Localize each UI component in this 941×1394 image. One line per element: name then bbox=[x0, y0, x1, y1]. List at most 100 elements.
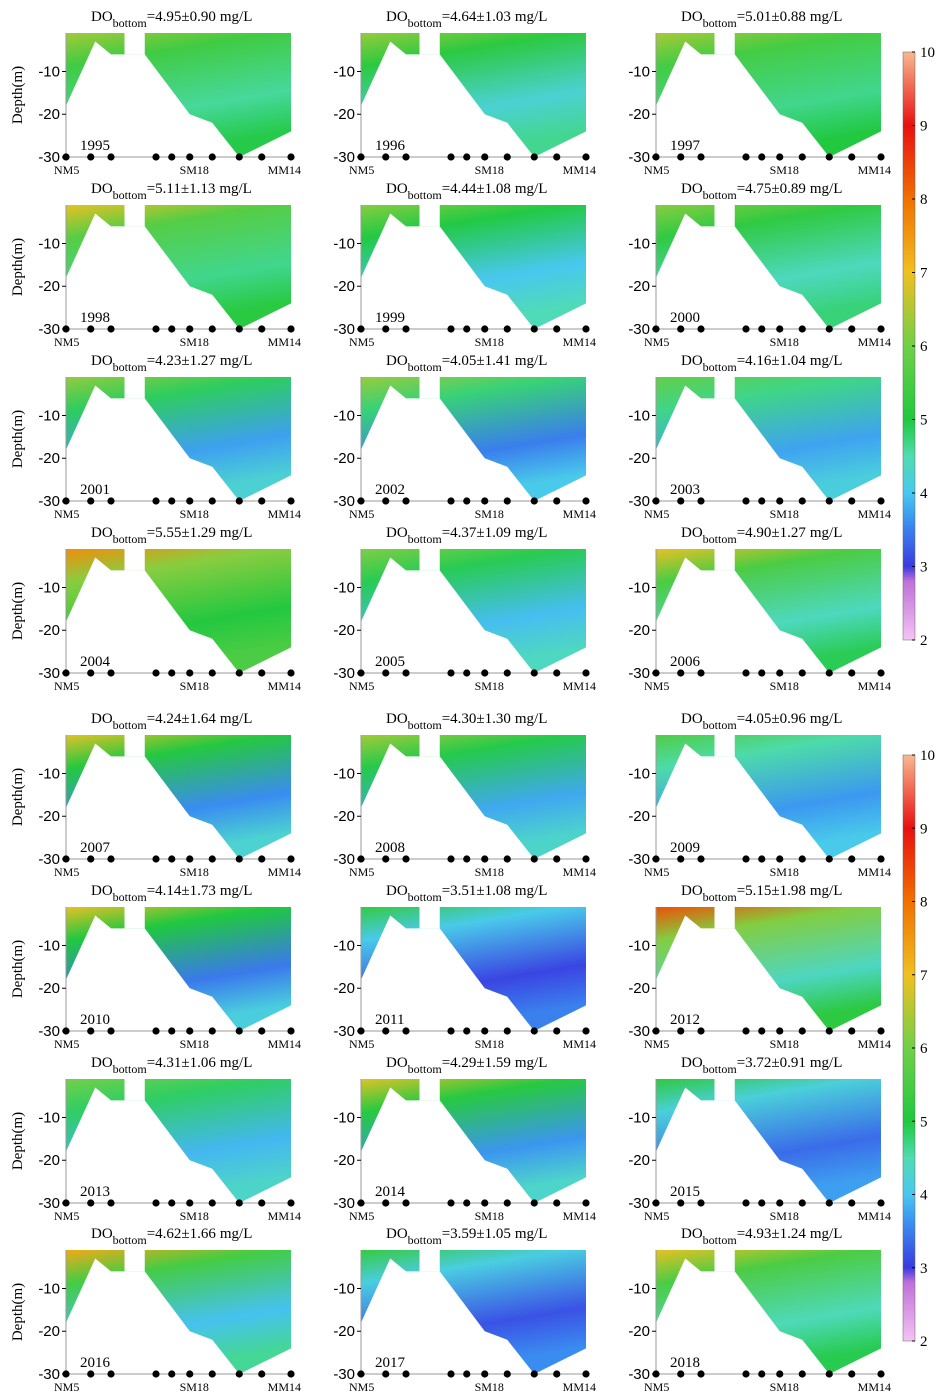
station-dot bbox=[208, 1199, 216, 1207]
station-dot bbox=[152, 669, 160, 677]
title-pm: ± bbox=[181, 1055, 189, 1071]
y-tick-label: -10 bbox=[38, 1109, 60, 1126]
station-dot bbox=[742, 1199, 750, 1207]
pier-mask bbox=[124, 1248, 145, 1272]
y-tick-label: -10 bbox=[628, 235, 650, 252]
title-pm: ± bbox=[181, 9, 189, 25]
title-pm: ± bbox=[771, 711, 779, 727]
station-dot bbox=[107, 325, 115, 333]
panel-title: DObottom=4.05±0.96 mg/L bbox=[681, 711, 842, 732]
pier-mask bbox=[714, 733, 735, 757]
year-label: 2007 bbox=[80, 840, 111, 856]
station-dot bbox=[877, 1199, 885, 1207]
station-dot bbox=[186, 1370, 194, 1378]
y-tick-label: -20 bbox=[38, 980, 60, 997]
year-label: 2018 bbox=[670, 1355, 700, 1371]
seabed-mask bbox=[534, 303, 586, 329]
y-tick-label: -30 bbox=[628, 493, 650, 510]
station-dot bbox=[152, 153, 160, 161]
pier-mask bbox=[124, 31, 145, 55]
year-label: 2017 bbox=[375, 1355, 406, 1371]
seabed-mask bbox=[66, 743, 240, 859]
station-dot bbox=[208, 325, 216, 333]
station-label: NM5 bbox=[54, 679, 79, 693]
y-tick-label: -20 bbox=[333, 808, 355, 825]
station-dot bbox=[652, 1199, 660, 1207]
station-label: SM18 bbox=[770, 679, 799, 693]
seabed-mask bbox=[361, 1087, 535, 1203]
station-label: SM18 bbox=[770, 507, 799, 521]
station-dot bbox=[62, 855, 70, 863]
station-dot bbox=[357, 1027, 365, 1035]
title-pm: ± bbox=[771, 9, 779, 25]
station-dot bbox=[447, 497, 455, 505]
seabed-mask bbox=[66, 1258, 240, 1374]
station-label: NM5 bbox=[349, 679, 374, 693]
title-eq: = bbox=[442, 181, 450, 197]
title-subscript: bottom bbox=[408, 360, 443, 374]
station-dot bbox=[463, 1370, 471, 1378]
station-dot bbox=[530, 1027, 538, 1035]
title-symbol: DO bbox=[386, 1226, 408, 1242]
year-label: 1996 bbox=[375, 138, 406, 154]
seabed-mask bbox=[656, 557, 830, 673]
y-axis-label: Depth(m) bbox=[10, 1112, 26, 1170]
title-symbol: DO bbox=[681, 353, 703, 369]
y-tick-label: -20 bbox=[333, 450, 355, 467]
station-dot bbox=[208, 855, 216, 863]
station-dot bbox=[382, 325, 390, 333]
seabed-mask bbox=[239, 833, 291, 859]
title-sd: 1.98 bbox=[780, 883, 806, 899]
station-dot bbox=[447, 855, 455, 863]
colorbar-tick-label: 3 bbox=[920, 1261, 928, 1277]
station-dot bbox=[652, 669, 660, 677]
station-dot bbox=[382, 153, 390, 161]
station-dot bbox=[463, 669, 471, 677]
station-label: SM18 bbox=[180, 1209, 209, 1223]
seabed-mask bbox=[534, 647, 586, 673]
station-label: MM14 bbox=[268, 1037, 301, 1051]
title-sd: 1.08 bbox=[485, 181, 511, 197]
seabed-mask bbox=[829, 647, 881, 673]
title-eq: = bbox=[147, 1055, 155, 1071]
colorbar-tick-label: 2 bbox=[920, 633, 928, 649]
y-tick-label: -30 bbox=[333, 149, 355, 166]
title-symbol: DO bbox=[386, 353, 408, 369]
y-axis-label: Depth(m) bbox=[10, 66, 26, 124]
panel-title: DObottom=4.95±0.90 mg/L bbox=[91, 9, 252, 30]
title-subscript: bottom bbox=[113, 532, 148, 546]
colorbar-tick-label: 3 bbox=[920, 560, 928, 576]
title-sd: 0.96 bbox=[780, 711, 807, 727]
station-dot bbox=[87, 325, 95, 333]
station-label: MM14 bbox=[563, 1380, 596, 1394]
station-dot bbox=[481, 1370, 489, 1378]
station-label: MM14 bbox=[858, 163, 891, 177]
station-dot bbox=[677, 153, 685, 161]
station-dot bbox=[758, 153, 766, 161]
title-sd: 1.05 bbox=[485, 1226, 511, 1242]
y-axis-label: Depth(m) bbox=[10, 768, 26, 826]
seabed-mask bbox=[239, 303, 291, 329]
y-tick-label: -10 bbox=[333, 579, 355, 596]
station-dot bbox=[742, 1027, 750, 1035]
pier-mask bbox=[419, 203, 440, 227]
station-label: MM14 bbox=[268, 1380, 301, 1394]
panel-title: DObottom=4.93±1.24 mg/L bbox=[681, 1226, 842, 1247]
seabed-mask bbox=[239, 647, 291, 673]
y-tick-label: -10 bbox=[628, 937, 650, 954]
title-eq: = bbox=[737, 1055, 745, 1071]
station-dot bbox=[677, 325, 685, 333]
colorbar-tick-label: 6 bbox=[920, 1041, 928, 1057]
y-tick-label: -30 bbox=[628, 1023, 650, 1040]
seabed-mask bbox=[829, 833, 881, 859]
title-mean: 4.14 bbox=[155, 883, 182, 899]
y-tick-label: -10 bbox=[333, 1109, 355, 1126]
y-tick-label: -10 bbox=[38, 235, 60, 252]
station-dot bbox=[776, 325, 784, 333]
station-label: MM14 bbox=[858, 1037, 891, 1051]
title-sd: 1.08 bbox=[485, 883, 511, 899]
title-subscript: bottom bbox=[703, 16, 738, 30]
station-dot bbox=[776, 1027, 784, 1035]
station-label: SM18 bbox=[180, 335, 209, 349]
pier-mask bbox=[419, 375, 440, 399]
